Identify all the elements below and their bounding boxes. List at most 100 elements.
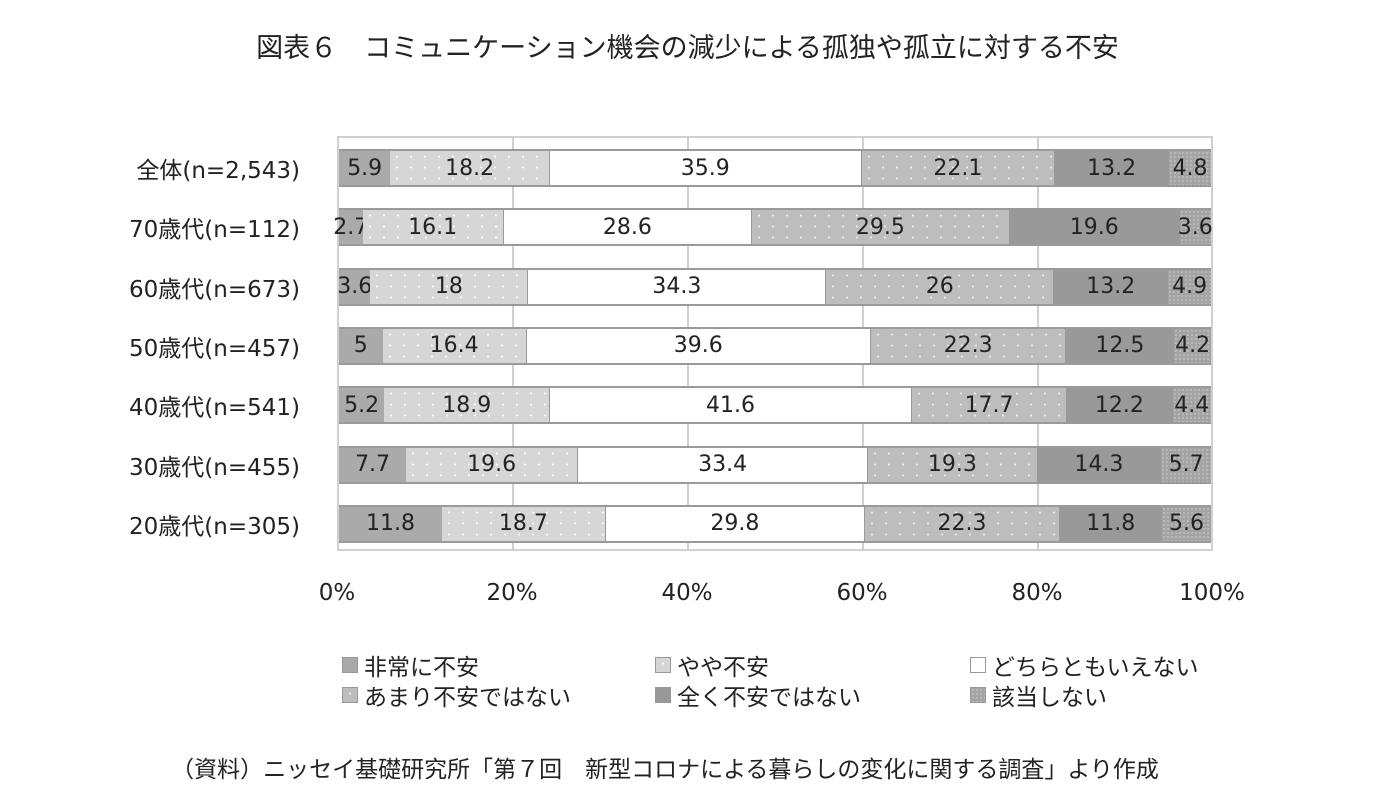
data-label: 4.4 [1174,392,1210,418]
data-label: 35.9 [680,155,730,181]
bar-segment: 39.6 [525,326,871,365]
bar-segment: 14.3 [1036,445,1162,484]
data-label: 13.2 [1086,274,1136,300]
bar-segment: 3.6 [1177,208,1213,247]
bar-segment: 13.2 [1053,267,1169,306]
bar-segment: 5.7 [1161,445,1211,484]
data-label: 22.3 [943,333,993,359]
plot-area: 5.9 18.2 35.9 22.1 13.2 4.8 2.7 16.1 28.6 29.5 19.… [333,136,1213,551]
data-label: 12.2 [1094,392,1144,418]
category-label: 60歳代(n=673) [129,276,300,303]
data-label: 12.5 [1095,333,1145,359]
bar-row: 5 16.4 39.6 22.3 12.5 4.2 [339,326,1211,365]
bar-segment: 4.2 [1174,326,1211,365]
bar-segment: 5.2 [339,386,385,425]
data-label: 17.7 [964,392,1014,418]
bar-segment: 41.6 [549,386,912,425]
source-note: （資料）ニッセイ基礎研究所「第７回 新型コロナによる暮らしの変化に関する調査」よ… [171,757,1159,783]
legend-swatch-icon [342,687,358,703]
data-label: 18.7 [498,511,548,537]
legend-item-3: あまり不安ではない [342,678,571,712]
data-label: 29.8 [710,511,760,537]
category-label: 20歳代(n=305) [129,513,300,540]
data-label: 16.1 [408,214,458,240]
legend-label: 非常に不安 [364,655,479,681]
x-tick: 100% [1179,580,1245,606]
legend-item-0: 非常に不安 [342,648,479,682]
legend-swatch-icon [970,687,986,703]
bar-segment: 17.7 [911,386,1067,425]
bar-row: 2.7 16.1 28.6 29.5 19.6 3.6 [333,208,1213,247]
category-label: 50歳代(n=457) [129,335,300,362]
data-label: 4.2 [1175,333,1211,359]
category-label: 40歳代(n=541) [129,395,300,422]
x-tick: 0% [318,580,356,606]
data-label: 13.2 [1087,155,1137,181]
bar-segment: 2.7 [333,208,368,247]
data-label: 41.6 [706,392,755,418]
bar-segment: 33.4 [577,445,869,484]
data-label: 3.6 [337,274,373,300]
bar-segment: 12.2 [1066,386,1173,425]
data-label: 29.5 [855,214,905,240]
bar-row: 5.2 18.9 41.6 17.7 12.2 4.4 [339,386,1211,425]
data-label: 19.6 [1069,214,1119,240]
legend-item-1: やや不安 [655,648,769,682]
data-label: 4.9 [1172,274,1208,300]
data-label: 14.3 [1074,452,1124,477]
bar-segment: 22.1 [861,149,1055,187]
data-label: 19.6 [467,452,517,477]
bar-segment: 16.1 [362,208,503,247]
legend-swatch-icon [342,657,358,673]
data-label: 2.7 [333,214,369,240]
data-label: 11.8 [1086,511,1136,537]
legend-swatch-icon [655,687,671,703]
legend-label: どちらともいえない [992,655,1199,681]
data-label: 22.3 [937,511,987,537]
bar-segment: 19.3 [868,445,1037,484]
category-label: 70歳代(n=112) [129,217,300,244]
bar-segment: 4.8 [1169,149,1211,187]
data-label: 18 [434,274,463,300]
data-label: 5.2 [344,392,380,418]
data-label: 18.9 [442,392,492,418]
bar-segment: 16.4 [382,326,526,365]
bar-segment: 5 [339,326,383,365]
data-label: 3.6 [1177,214,1213,240]
bar-segment: 35.9 [548,149,862,187]
bar-row: 11.8 18.7 29.8 22.3 11.8 5.6 [339,504,1211,543]
data-label: 39.6 [673,333,723,359]
x-tick: 80% [1011,580,1063,606]
data-label: 5.7 [1168,452,1204,477]
bar-segment: 29.5 [751,208,1009,247]
data-label: 11.8 [365,511,415,537]
bar-segment: 19.6 [1008,208,1180,247]
data-label: 28.6 [602,214,652,240]
data-label: 19.3 [927,452,977,477]
data-label: 5 [353,333,368,359]
bar-row: 3.6 18 34.3 26 13.2 4.9 [337,267,1211,306]
bar-segment: 13.2 [1054,149,1170,187]
bar-segment: 28.6 [502,208,752,247]
data-label: 22.1 [933,155,983,181]
data-label: 5.9 [347,155,383,181]
data-label: 5.6 [1169,511,1205,537]
data-label: 26 [925,274,954,300]
bar-segment: 5.6 [1162,504,1211,543]
x-tick: 60% [836,580,888,606]
bar-row: 7.7 19.6 33.4 19.3 14.3 5.7 [339,445,1211,484]
bar-segment: 3.6 [337,267,373,306]
bar-segment: 5.9 [339,149,391,187]
legend-label: 全く不安ではない [677,685,861,711]
bar-segment: 18.2 [390,149,549,187]
bar-segment: 11.8 [1059,504,1163,543]
legend-label: 該当しない [992,685,1107,711]
data-label: 18.2 [445,155,495,181]
legend-label: あまり不安ではない [364,685,571,711]
bar-segment: 4.4 [1172,386,1211,425]
bar-segment: 34.3 [527,267,827,306]
bar-row: 5.9 18.2 35.9 22.1 13.2 4.8 [339,149,1211,187]
bar-segment: 26 [826,267,1054,306]
legend-item-4: 全く不安ではない [655,678,861,712]
data-label: 16.4 [429,333,479,359]
